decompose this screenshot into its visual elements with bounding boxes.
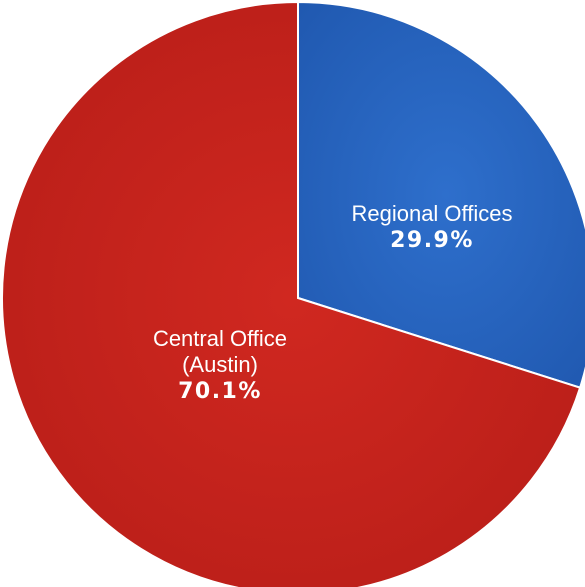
slice-label-0-line-0: Regional Offices <box>351 201 512 226</box>
slice-label-1-line-1: (Austin) <box>182 352 258 377</box>
slice-percent-1: 70.1% <box>178 379 262 404</box>
pie-slice-0 <box>297 0 585 389</box>
slice-percent-0: 29.9% <box>390 228 474 253</box>
slice-label-1-line-0: Central Office <box>153 326 287 351</box>
